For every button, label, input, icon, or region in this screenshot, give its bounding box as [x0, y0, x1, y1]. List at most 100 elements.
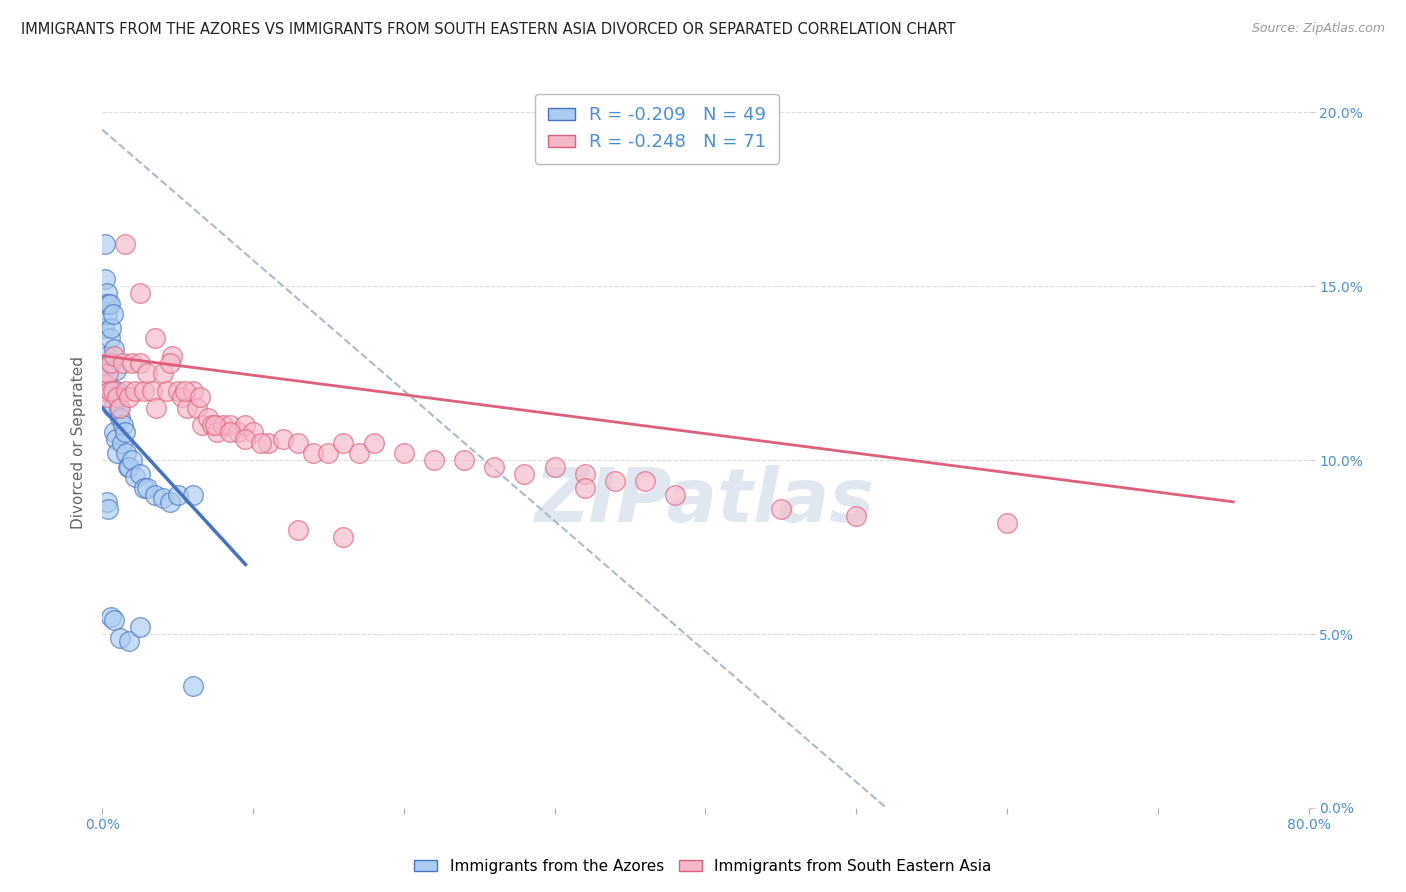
Point: [159, 356, 181, 370]
Point: [103, 613, 125, 627]
Point: [219, 425, 242, 440]
Point: [136, 366, 159, 380]
Point: [112, 356, 135, 370]
Point: [141, 384, 163, 398]
Point: [302, 446, 325, 460]
Point: [105, 446, 128, 460]
Point: [115, 446, 138, 460]
Point: [94, 237, 117, 252]
Point: [152, 491, 174, 506]
Point: [110, 631, 132, 645]
Point: [129, 286, 152, 301]
Point: [118, 460, 141, 475]
Point: [347, 446, 370, 460]
Point: [145, 401, 167, 415]
Point: [845, 508, 868, 523]
Point: [201, 418, 224, 433]
Point: [190, 418, 212, 433]
Point: [453, 453, 475, 467]
Point: [98, 356, 121, 370]
Point: [101, 401, 124, 415]
Point: [186, 401, 208, 415]
Point: [134, 481, 156, 495]
Point: [543, 460, 565, 475]
Point: [115, 384, 138, 398]
Point: [93, 321, 115, 335]
Point: [363, 435, 385, 450]
Point: [110, 411, 132, 425]
Text: ZIPatlas: ZIPatlas: [536, 465, 876, 538]
Point: [96, 307, 118, 321]
Text: Source: ZipAtlas.com: Source: ZipAtlas.com: [1251, 22, 1385, 36]
Y-axis label: Divorced or Separated: Divorced or Separated: [72, 356, 86, 529]
Point: [235, 432, 257, 446]
Point: [129, 467, 152, 481]
Point: [96, 349, 118, 363]
Point: [242, 425, 264, 440]
Point: [94, 296, 117, 310]
Point: [235, 418, 257, 433]
Point: [205, 425, 228, 440]
Point: [97, 366, 120, 380]
Point: [114, 237, 136, 252]
Point: [114, 425, 136, 440]
Point: [98, 296, 121, 310]
Point: [103, 425, 125, 440]
Point: [156, 384, 179, 398]
Point: [332, 435, 354, 450]
Point: [136, 481, 159, 495]
Point: [104, 432, 127, 446]
Point: [152, 366, 174, 380]
Point: [98, 384, 121, 398]
Point: [197, 411, 219, 425]
Point: [160, 349, 183, 363]
Point: [105, 391, 128, 405]
Point: [219, 418, 242, 433]
Point: [121, 453, 143, 467]
Point: [124, 384, 146, 398]
Point: [574, 481, 596, 495]
Point: [101, 384, 124, 398]
Point: [100, 609, 122, 624]
Point: [204, 418, 226, 433]
Point: [93, 296, 115, 310]
Point: [995, 516, 1018, 530]
Point: [134, 384, 156, 398]
Point: [97, 366, 120, 380]
Point: [181, 384, 204, 398]
Point: [166, 384, 188, 398]
Point: [287, 523, 309, 537]
Point: [211, 418, 233, 433]
Point: [159, 495, 181, 509]
Point: [97, 296, 120, 310]
Point: [257, 435, 280, 450]
Point: [271, 432, 294, 446]
Point: [181, 679, 204, 693]
Text: IMMIGRANTS FROM THE AZORES VS IMMIGRANTS FROM SOUTH EASTERN ASIA DIVORCED OR SEP: IMMIGRANTS FROM THE AZORES VS IMMIGRANTS…: [21, 22, 956, 37]
Point: [226, 425, 249, 440]
Point: [188, 391, 211, 405]
Point: [100, 321, 122, 335]
Point: [129, 356, 152, 370]
Point: [96, 495, 118, 509]
Point: [112, 418, 135, 433]
Point: [97, 501, 120, 516]
Point: [664, 488, 686, 502]
Point: [484, 460, 506, 475]
Point: [111, 435, 134, 450]
Point: [392, 446, 415, 460]
Point: [96, 391, 118, 405]
Point: [124, 470, 146, 484]
Point: [94, 272, 117, 286]
Point: [103, 342, 125, 356]
Point: [176, 401, 198, 415]
Point: [574, 467, 596, 481]
Point: [249, 435, 271, 450]
Point: [318, 446, 340, 460]
Point: [107, 401, 129, 415]
Point: [172, 391, 194, 405]
Point: [143, 331, 166, 345]
Point: [287, 435, 309, 450]
Point: [143, 488, 166, 502]
Point: [117, 460, 139, 475]
